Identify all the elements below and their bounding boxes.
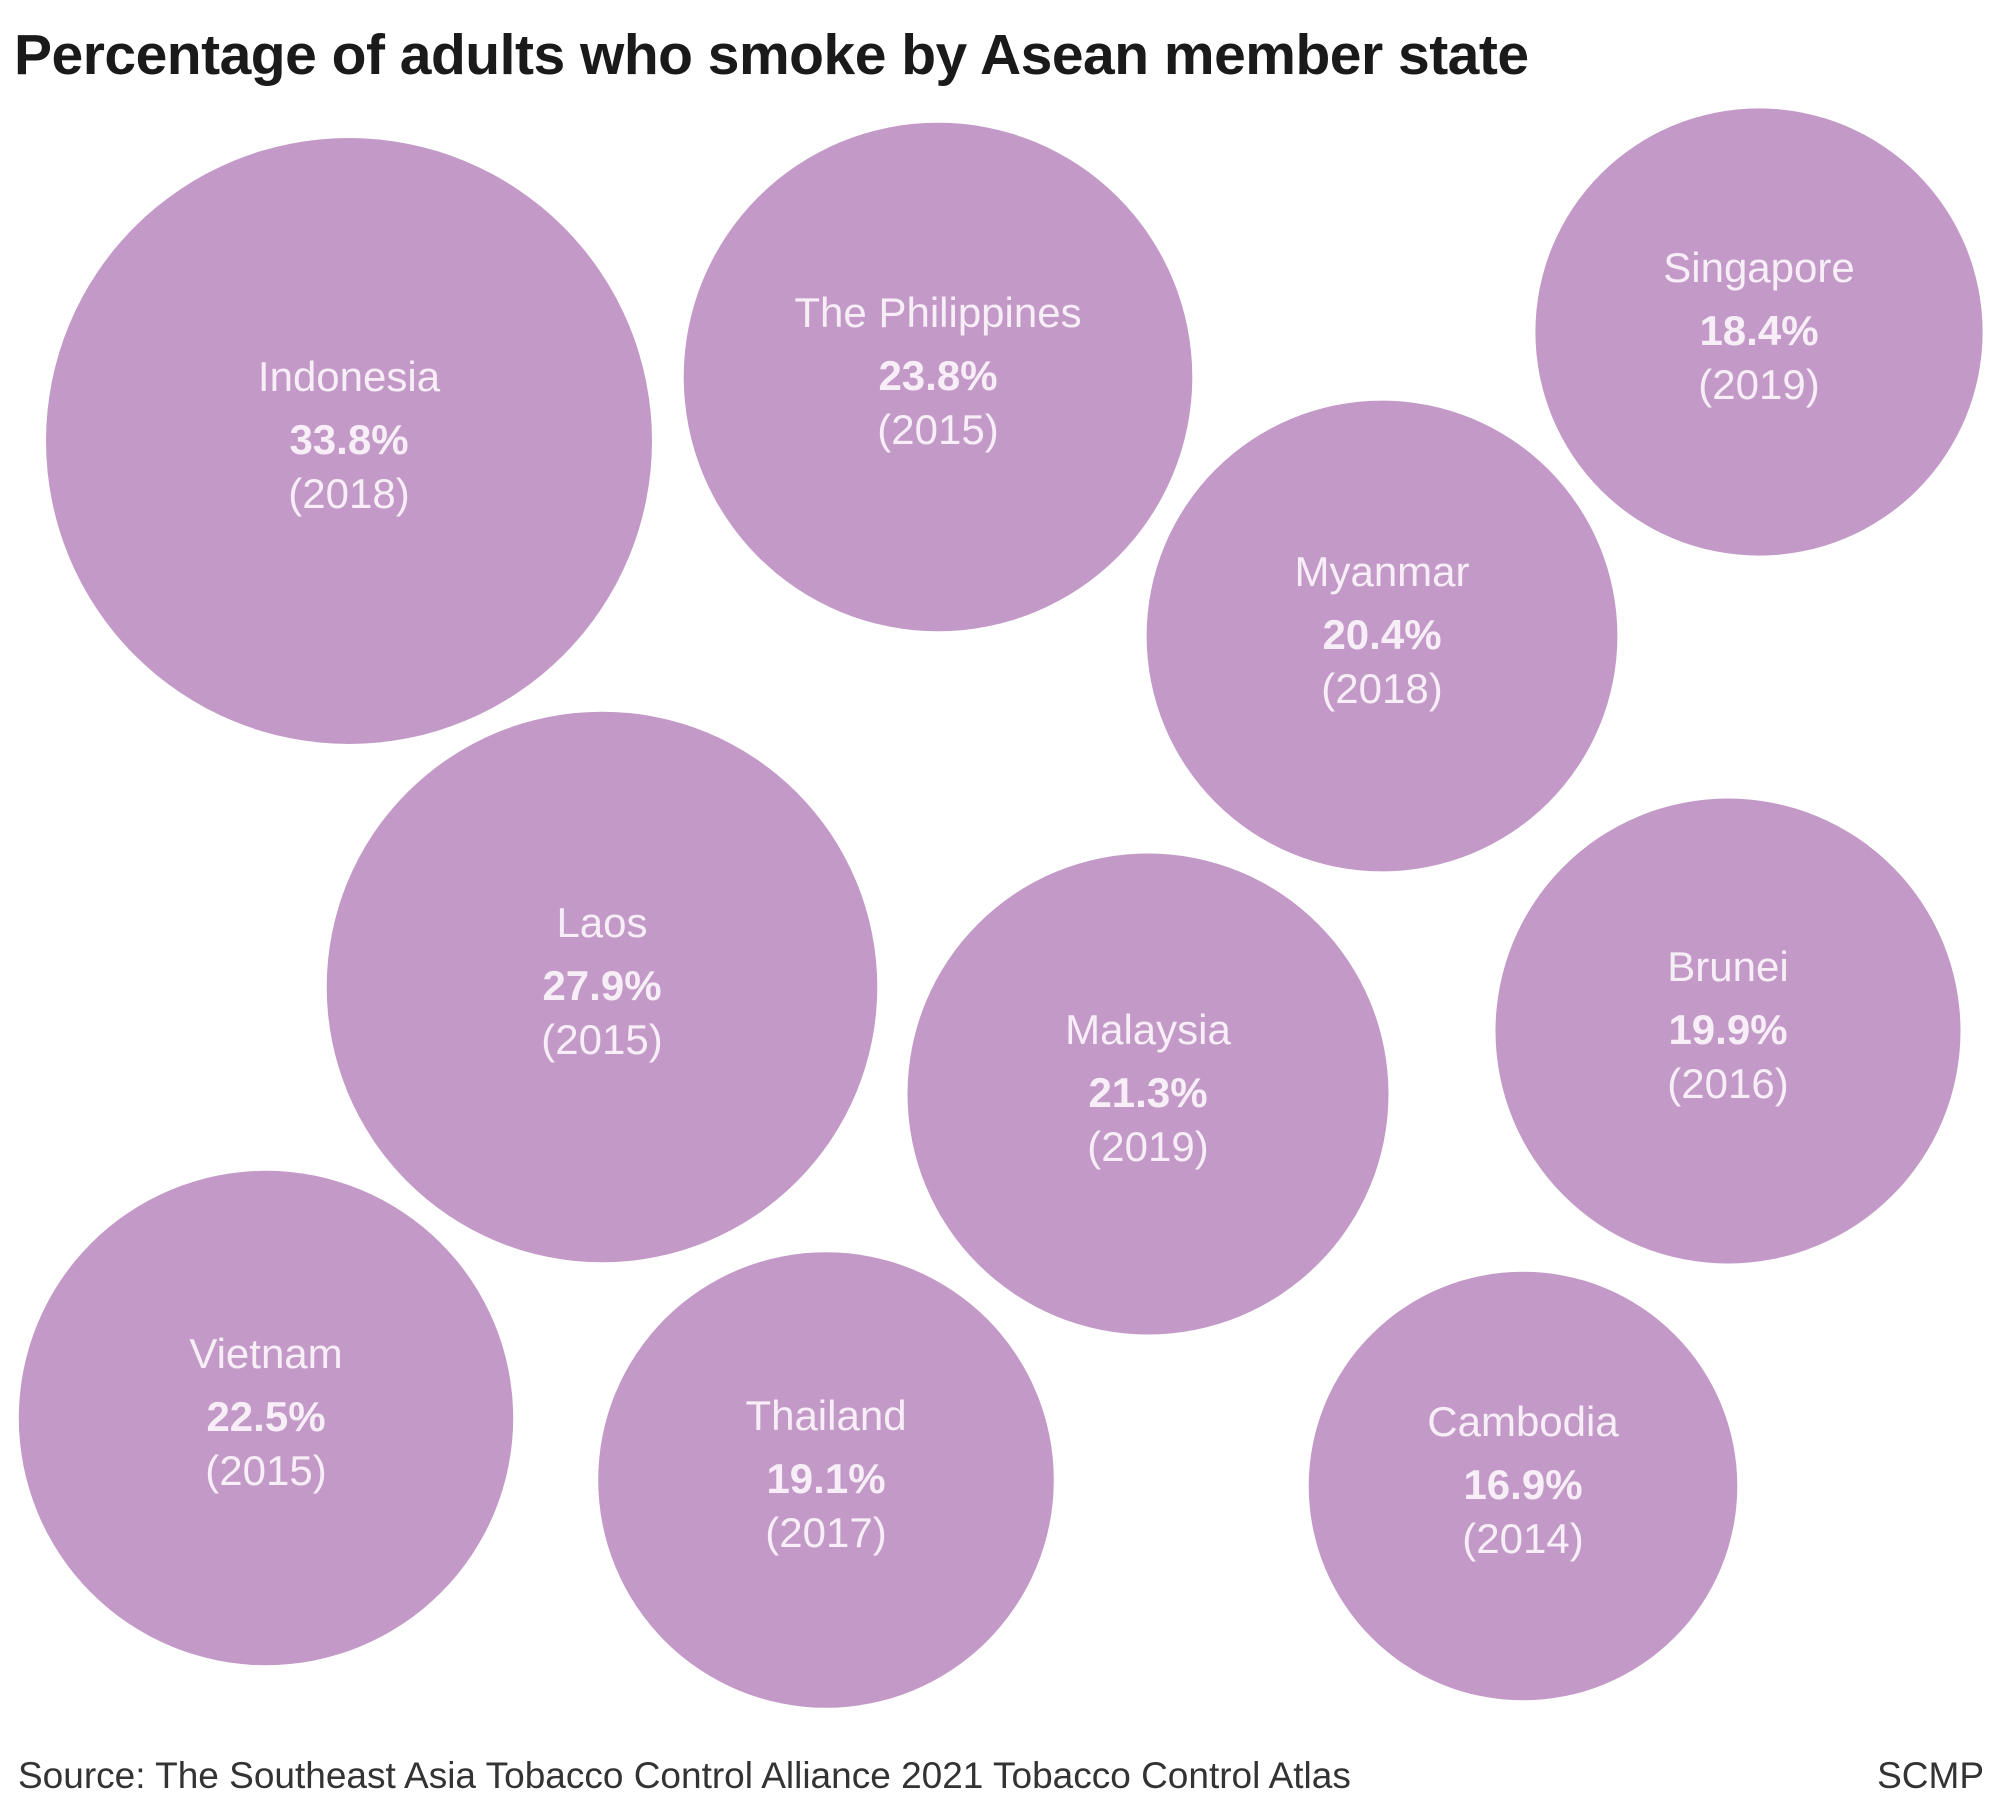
bubble-country-label: The Philippines <box>794 289 1081 336</box>
bubble-year-label: (2019) <box>1698 361 1819 408</box>
bubble-year-label: (2016) <box>1667 1060 1788 1107</box>
bubble-circle <box>683 122 1193 632</box>
bubble-year-label: (2018) <box>1321 665 1442 712</box>
credit-label: SCMP <box>1877 1755 1984 1796</box>
bubble-thailand: Thailand 19.1% (2017) <box>598 1252 1054 1708</box>
bubble-the-philippines: The Philippines 23.8% (2015) <box>683 122 1193 632</box>
bubble-year-label: (2014) <box>1462 1515 1583 1562</box>
bubble-year-label: (2017) <box>765 1509 886 1556</box>
bubble-value-label: 20.4% <box>1322 611 1441 658</box>
bubble-value-label: 19.1% <box>766 1455 885 1502</box>
bubble-country-label: Singapore <box>1663 244 1854 291</box>
bubble-singapore: Singapore 18.4% (2019) <box>1535 108 1983 556</box>
bubble-value-label: 22.5% <box>206 1393 325 1440</box>
bubble-year-label: (2015) <box>541 1016 662 1063</box>
bubble-year-label: (2019) <box>1087 1123 1208 1170</box>
bubble-circle <box>1146 400 1618 872</box>
bubble-country-label: Brunei <box>1667 943 1788 990</box>
bubble-year-label: (2015) <box>877 406 998 453</box>
bubble-value-label: 21.3% <box>1088 1069 1207 1116</box>
bubble-country-label: Cambodia <box>1427 1398 1619 1445</box>
bubble-circle <box>907 853 1389 1335</box>
bubble-circle <box>1308 1271 1738 1701</box>
bubble-value-label: 23.8% <box>878 352 997 399</box>
bubble-vietnam: Vietnam 22.5% (2015) <box>18 1170 514 1666</box>
bubble-circle <box>1535 108 1983 556</box>
bubble-myanmar: Myanmar 20.4% (2018) <box>1146 400 1618 872</box>
bubble-value-label: 18.4% <box>1699 307 1818 354</box>
bubble-malaysia: Malaysia 21.3% (2019) <box>907 853 1389 1335</box>
bubble-indonesia: Indonesia 33.8% (2018) <box>46 138 652 744</box>
source-note: Source: The Southeast Asia Tobacco Contr… <box>18 1755 1351 1796</box>
bubble-circle <box>46 138 652 744</box>
bubble-brunei: Brunei 19.9% (2016) <box>1495 798 1961 1264</box>
bubble-cambodia: Cambodia 16.9% (2014) <box>1308 1271 1738 1701</box>
bubble-circle <box>1495 798 1961 1264</box>
bubble-value-label: 33.8% <box>289 416 408 463</box>
bubble-value-label: 16.9% <box>1463 1461 1582 1508</box>
bubble-year-label: (2018) <box>288 470 409 517</box>
bubble-country-label: Indonesia <box>258 353 441 400</box>
bubble-circle <box>598 1252 1054 1708</box>
bubble-country-label: Laos <box>556 899 647 946</box>
bubble-value-label: 19.9% <box>1668 1006 1787 1053</box>
bubble-year-label: (2015) <box>205 1447 326 1494</box>
chart-title: Percentage of adults who smoke by Asean … <box>14 23 1529 87</box>
bubble-country-label: Thailand <box>745 1392 906 1439</box>
bubble-circle <box>18 1170 514 1666</box>
bubble-country-label: Myanmar <box>1294 548 1469 595</box>
bubble-value-label: 27.9% <box>542 962 661 1009</box>
bubble-country-label: Vietnam <box>189 1330 342 1377</box>
bubble-country-label: Malaysia <box>1065 1006 1231 1053</box>
bubble-laos: Laos 27.9% (2015) <box>326 711 878 1263</box>
bubble-circle <box>326 711 878 1263</box>
